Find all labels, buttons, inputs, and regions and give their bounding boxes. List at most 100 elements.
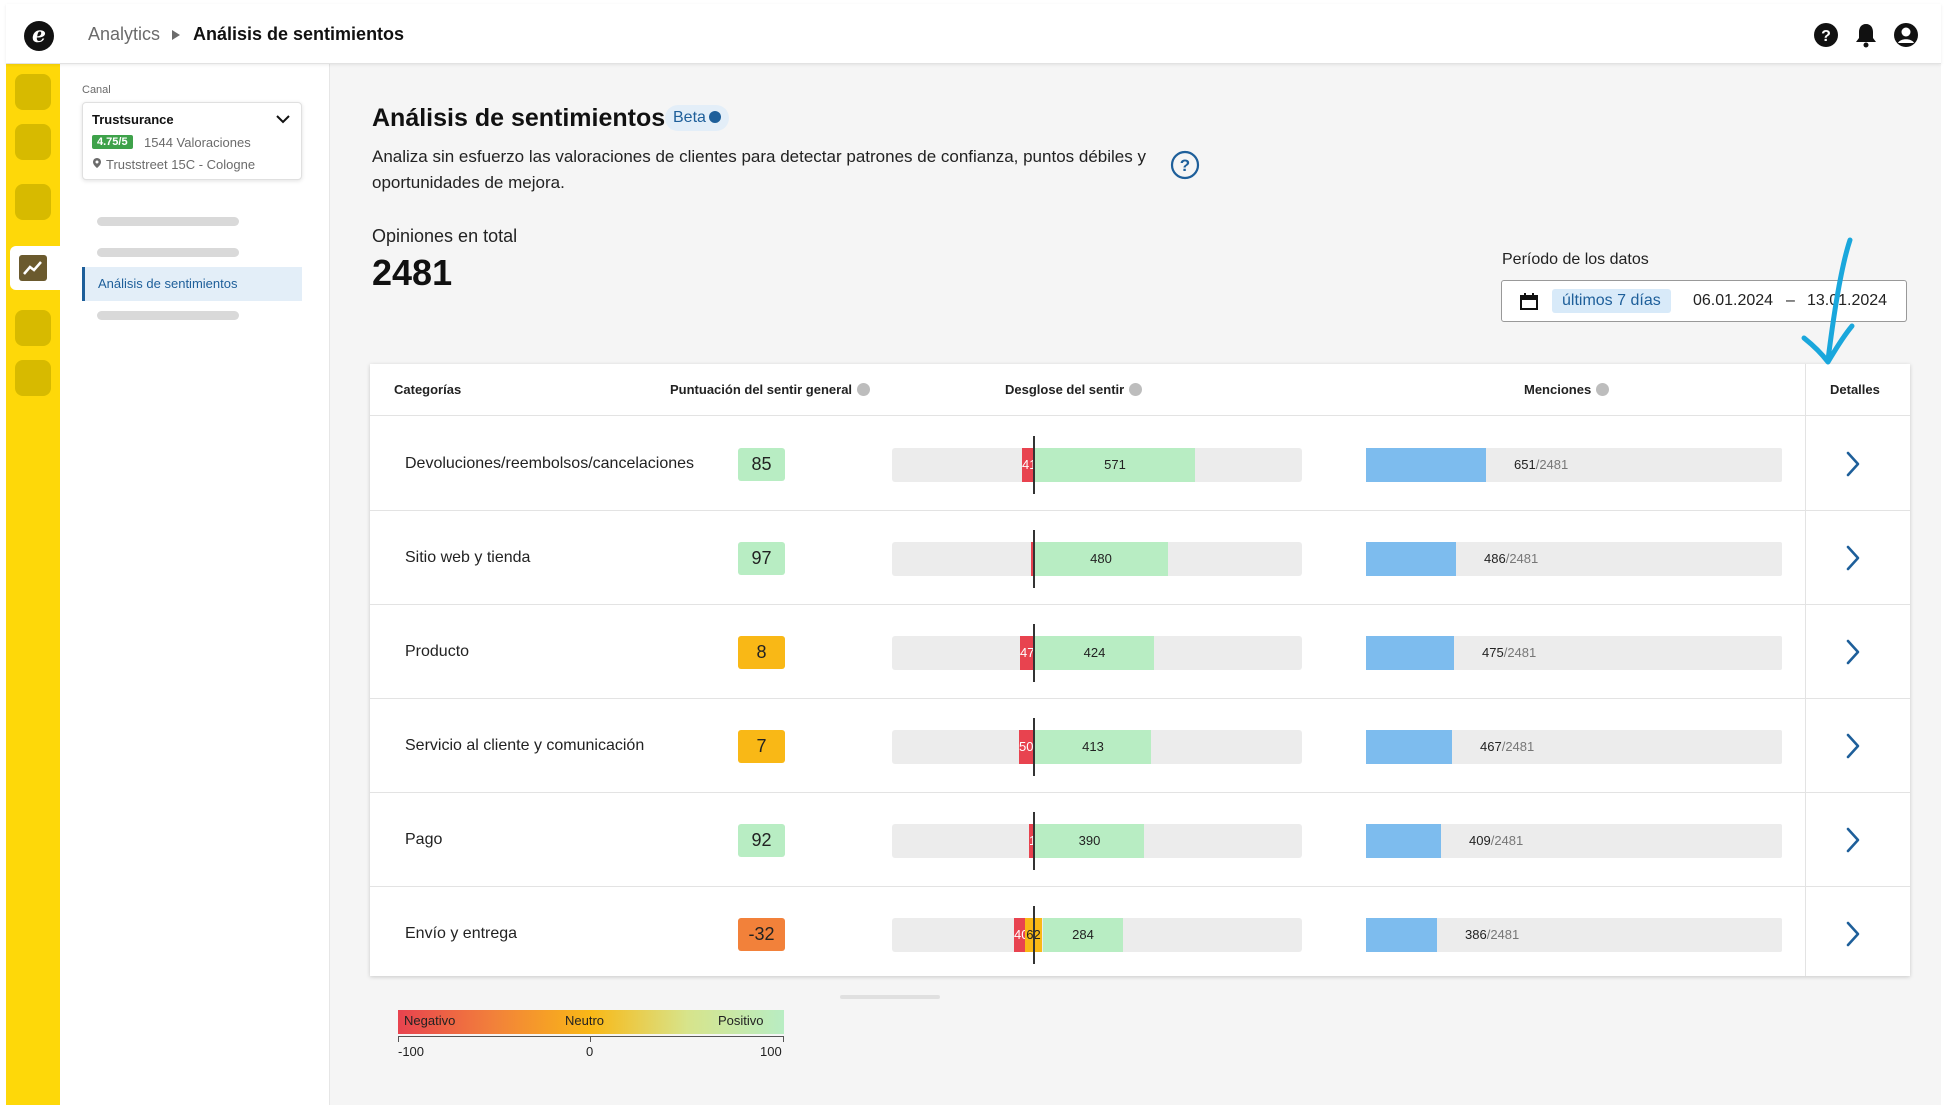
period-preset-chip[interactable]: últimos 7 días — [1552, 289, 1671, 313]
mentions-total: /2481 — [1505, 551, 1539, 566]
legend-tick-max — [783, 1036, 784, 1042]
details-column-divider — [1805, 364, 1806, 976]
nav-item-placeholder-4[interactable] — [15, 310, 51, 346]
mentions-value: 386 — [1465, 927, 1487, 942]
mentions-count: 475/2481 — [1482, 645, 1536, 660]
positive-segment: 480 — [1034, 542, 1168, 576]
header-breakdown: Desglose del sentir — [1005, 382, 1143, 397]
nav-skeleton-2 — [97, 248, 239, 257]
chevron-right-icon[interactable] — [1845, 639, 1861, 665]
mentions-total: /2481 — [1503, 645, 1537, 660]
header-mentions: Menciones — [1524, 382, 1610, 397]
mentions-fill — [1366, 918, 1437, 952]
nav-item-analytics[interactable] — [10, 246, 60, 290]
positive-segment: 284 — [1043, 918, 1123, 952]
beta-badge[interactable]: Beta — [665, 105, 729, 131]
page-description: Analiza sin esfuerzo las valoraciones de… — [372, 147, 1146, 192]
mentions-value: 467 — [1480, 739, 1502, 754]
main-nav-rail — [6, 64, 60, 1105]
help-icon[interactable]: ? — [1813, 22, 1839, 48]
mentions-count: 486/2481 — [1484, 551, 1538, 566]
user-icon[interactable] — [1893, 22, 1919, 48]
header-score-label: Puntuación del sentir general — [670, 382, 853, 397]
breadcrumb-analytics[interactable]: Analytics — [88, 24, 161, 44]
mentions-total: /2481 — [1501, 739, 1535, 754]
negative-segment: 41 — [1022, 448, 1033, 482]
mentions-fill — [1366, 636, 1454, 670]
table-row[interactable]: Sitio web y tienda 97 480 486/2481 — [370, 511, 1910, 605]
mentions-fill — [1366, 824, 1441, 858]
help-circle-icon[interactable]: ? — [1170, 150, 1200, 180]
info-icon[interactable] — [1596, 383, 1610, 396]
canal-label: Canal — [82, 84, 111, 96]
app-logo-icon[interactable]: e — [24, 21, 54, 51]
info-icon — [708, 111, 721, 123]
chevron-right-icon[interactable] — [1845, 921, 1861, 947]
mentions-total: /2481 — [1490, 833, 1524, 848]
mentions-fill — [1366, 448, 1486, 482]
chevron-right-icon[interactable] — [1845, 827, 1861, 853]
info-icon[interactable] — [1129, 383, 1143, 396]
breadcrumb-current: Análisis de sentimientos — [193, 24, 405, 44]
canal-selector[interactable]: Trustsurance 4.75/5 1544 Valoraciones Tr… — [82, 102, 302, 180]
main-content: Análisis de sentimientos Beta Analiza si… — [330, 64, 1941, 1105]
sentiment-breakdown-bar: 504413 — [892, 730, 1302, 764]
sentiment-score-badge: 97 — [738, 542, 785, 575]
subnav-item-sentiment-analysis[interactable]: Análisis de sentimientos — [82, 267, 302, 301]
table-row[interactable]: Pago 92 145390 409/2481 — [370, 793, 1910, 887]
legend-max: 100 — [760, 1044, 782, 1059]
sentiment-score-badge: 85 — [738, 448, 785, 481]
sentiment-score-badge: -32 — [738, 918, 785, 951]
horizontal-scrollbar[interactable] — [840, 995, 940, 999]
header-categories-label: Categorías — [394, 382, 462, 397]
negative-segment — [1031, 542, 1034, 576]
app-frame: e Analytics Análisis de sentimientos ? — [6, 4, 1941, 1105]
info-icon[interactable] — [857, 383, 871, 396]
chevron-right-icon[interactable] — [1845, 451, 1861, 477]
nav-skeleton-3 — [97, 311, 239, 320]
canal-location: Truststreet 15C - Cologne — [106, 157, 256, 172]
sentiment-score-badge: 7 — [738, 730, 785, 763]
category-name: Pago — [405, 831, 443, 848]
table-row[interactable]: Devoluciones/reembolsos/cancelaciones 85 4… — [370, 417, 1910, 511]
mentions-value: 475 — [1482, 645, 1504, 660]
subnav-item-label: Análisis de sentimientos — [98, 276, 238, 291]
mentions-bar: 409/2481 — [1366, 824, 1782, 858]
chevron-right-icon[interactable] — [1845, 545, 1861, 571]
nav-item-placeholder-1[interactable] — [15, 74, 51, 110]
negative-segment: 40 — [1014, 918, 1025, 952]
legend-mid: 0 — [586, 1044, 594, 1059]
svg-text:?: ? — [1180, 156, 1190, 175]
nav-item-placeholder-5[interactable] — [15, 360, 51, 396]
total-reviews-label: Opiniones en total — [372, 226, 518, 246]
negative-segment: 50 — [1019, 730, 1033, 764]
header-details-label: Detalles — [1830, 382, 1880, 397]
top-bar: e Analytics Análisis de sentimientos ? — [6, 4, 1941, 64]
positive-segment: 413 — [1035, 730, 1151, 764]
chevron-right-icon[interactable] — [1845, 733, 1861, 759]
mentions-value: 651 — [1514, 457, 1536, 472]
sentiment-score-badge: 92 — [738, 824, 785, 857]
legend-neutral: Neutro — [565, 1013, 605, 1028]
mentions-bar: 467/2481 — [1366, 730, 1782, 764]
legend-negative: Negativo — [404, 1013, 456, 1028]
category-name: Servicio al cliente y comunicación — [405, 737, 645, 754]
table-row[interactable]: Servicio al cliente y comunicación 7 50441… — [370, 699, 1910, 793]
nav-item-placeholder-2[interactable] — [15, 124, 51, 160]
location-pin-icon — [93, 158, 101, 168]
mentions-count: 409/2481 — [1469, 833, 1523, 848]
mentions-total: /2481 — [1486, 927, 1520, 942]
nav-item-placeholder-3[interactable] — [15, 184, 51, 220]
bell-icon[interactable] — [1853, 22, 1879, 48]
category-name: Envío y entrega — [405, 925, 518, 942]
table-row[interactable]: Producto 8 474424 475/2481 — [370, 605, 1910, 699]
date-range-picker[interactable]: últimos 7 días 06.01.2024 – 13.01.2024 — [1501, 280, 1907, 322]
legend-axis — [398, 1036, 784, 1037]
mentions-value: 409 — [1469, 833, 1491, 848]
svg-text:?: ? — [1821, 28, 1831, 45]
legend-tick-mid — [590, 1036, 591, 1042]
header-breakdown-label: Desglose del sentir — [1005, 382, 1125, 397]
header-mentions-label: Menciones — [1524, 382, 1592, 397]
zero-line — [1033, 906, 1035, 964]
table-row[interactable]: Envío y entrega -32 4062284 386/2481 — [370, 887, 1910, 981]
